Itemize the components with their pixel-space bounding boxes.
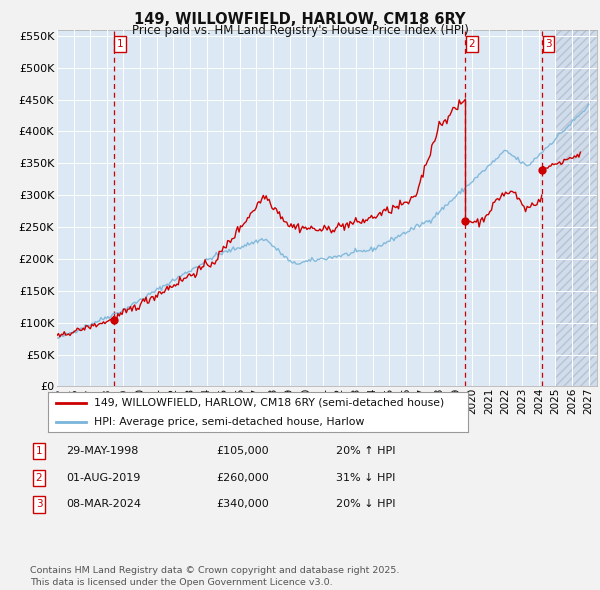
Text: 08-MAR-2024: 08-MAR-2024 [66, 500, 141, 509]
Text: Price paid vs. HM Land Registry's House Price Index (HPI): Price paid vs. HM Land Registry's House … [131, 24, 469, 37]
Bar [556, 30, 597, 386]
Text: 149, WILLOWFIELD, HARLOW, CM18 6RY: 149, WILLOWFIELD, HARLOW, CM18 6RY [134, 12, 466, 27]
Text: 29-MAY-1998: 29-MAY-1998 [66, 447, 139, 456]
Text: 1: 1 [117, 39, 124, 49]
Text: £260,000: £260,000 [216, 473, 269, 483]
Text: 31% ↓ HPI: 31% ↓ HPI [336, 473, 395, 483]
Text: 2: 2 [469, 39, 475, 49]
Text: 3: 3 [545, 39, 552, 49]
Text: £340,000: £340,000 [216, 500, 269, 509]
Text: Contains HM Land Registry data © Crown copyright and database right 2025.
This d: Contains HM Land Registry data © Crown c… [30, 566, 400, 587]
Text: 20% ↑ HPI: 20% ↑ HPI [336, 447, 395, 456]
Text: HPI: Average price, semi-detached house, Harlow: HPI: Average price, semi-detached house,… [94, 417, 365, 427]
Text: 1: 1 [35, 447, 43, 456]
Text: 20% ↓ HPI: 20% ↓ HPI [336, 500, 395, 509]
Text: £105,000: £105,000 [216, 447, 269, 456]
Text: 149, WILLOWFIELD, HARLOW, CM18 6RY (semi-detached house): 149, WILLOWFIELD, HARLOW, CM18 6RY (semi… [94, 398, 445, 408]
Text: 2: 2 [35, 473, 43, 483]
Bar [556, 30, 597, 386]
Text: 3: 3 [35, 500, 43, 509]
Text: 01-AUG-2019: 01-AUG-2019 [66, 473, 140, 483]
